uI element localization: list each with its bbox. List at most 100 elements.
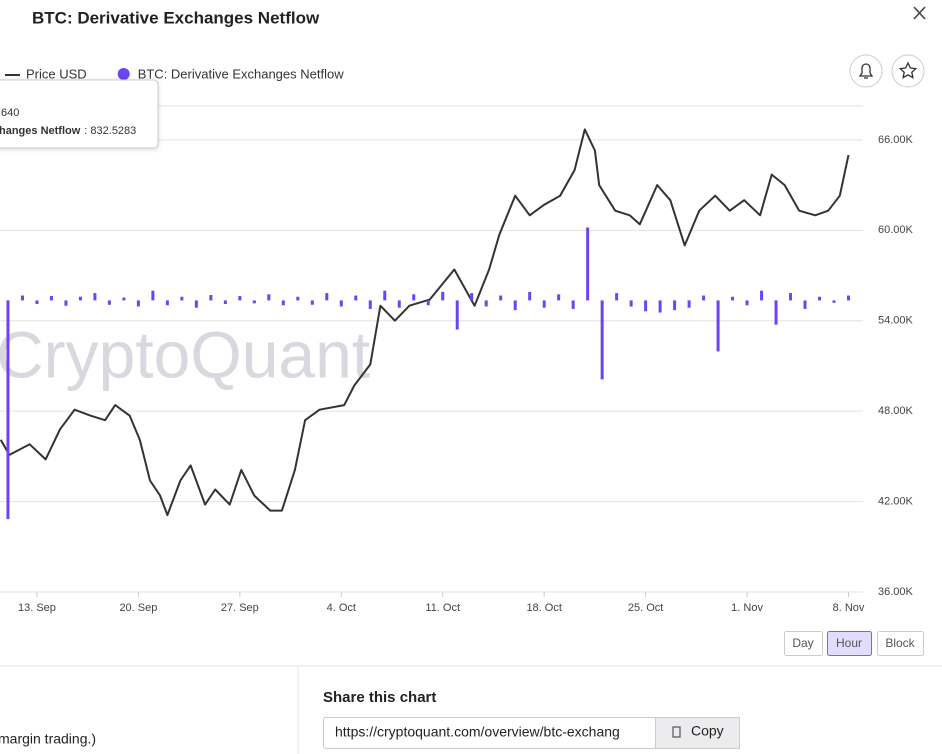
bar — [571, 300, 575, 309]
share-title: Share this chart — [323, 689, 436, 706]
bar — [136, 300, 140, 307]
bar — [470, 293, 474, 301]
bar — [78, 296, 82, 301]
bar — [238, 296, 242, 301]
share-url: https://cryptoquant.com/overview/btc-exc… — [335, 724, 620, 740]
x-tick-label: 11. Oct — [425, 602, 460, 614]
bar — [339, 300, 343, 307]
button-label: Hour — [836, 636, 862, 650]
bar — [426, 300, 430, 306]
bar — [484, 300, 488, 307]
bar — [586, 227, 590, 301]
bar — [412, 294, 416, 301]
resolution-button[interactable]: Block — [877, 631, 924, 656]
bar — [629, 300, 633, 307]
bar — [194, 300, 198, 308]
bar — [267, 294, 271, 301]
chart-title: BTC: Derivative Exchanges Netflow — [32, 8, 320, 27]
bar — [325, 293, 329, 301]
bar — [789, 293, 793, 301]
x-tick-label: 8. Nov — [833, 602, 865, 614]
tooltip-line: 640 — [1, 107, 19, 119]
bar — [252, 300, 256, 304]
description-text: margin trading.) — [0, 731, 96, 747]
bar — [818, 296, 822, 301]
bar — [368, 300, 372, 309]
button-label: Block — [885, 636, 915, 650]
y-tick-label: 42.00K — [878, 495, 914, 507]
bar — [122, 297, 126, 301]
bar — [644, 300, 648, 312]
bar — [49, 296, 53, 301]
y-tick-label: 60.00K — [878, 224, 914, 236]
bar — [745, 300, 749, 306]
bar — [803, 300, 807, 309]
bar — [310, 300, 314, 305]
x-tick-label: 13. Sep — [18, 602, 56, 614]
bar — [499, 295, 503, 301]
bar — [687, 300, 691, 308]
bar — [702, 295, 706, 301]
plot-area: 36.00K 42.00K 48.00K 54.00K 60.00K 66.00K 13. … — [0, 105, 914, 614]
legend-item[interactable]: BTC: Derivative Exchanges Netflow — [117, 66, 345, 81]
legend-dot — [117, 68, 130, 80]
bar — [20, 295, 24, 301]
tooltip-label: hanges Netflow — [0, 125, 81, 137]
y-tick-label: 54.00K — [878, 315, 914, 327]
bar — [658, 300, 662, 313]
bar — [281, 300, 285, 306]
netflow-bars — [6, 227, 851, 520]
bar — [93, 293, 97, 301]
tooltip: 640 hanges Netflow: 832.5283 — [0, 79, 159, 149]
bar — [296, 296, 300, 301]
x-tick-label: 1. Nov — [731, 602, 763, 614]
legend-label: BTC: Derivative Exchanges Netflow — [138, 66, 345, 81]
resolution-button[interactable]: Hour — [827, 631, 872, 656]
bar — [774, 300, 778, 325]
bar — [542, 300, 546, 308]
bar — [180, 296, 184, 301]
bar — [615, 293, 619, 301]
copy-button[interactable]: Copy — [655, 717, 740, 749]
bar — [397, 300, 401, 308]
x-tick-label: 4. Oct — [327, 602, 356, 614]
bar — [64, 300, 68, 306]
bar — [673, 300, 677, 311]
close-button[interactable] — [913, 6, 926, 20]
bar — [354, 295, 358, 301]
bar — [165, 300, 169, 306]
button-box — [827, 631, 872, 656]
button-label: Day — [792, 636, 813, 650]
button-box — [784, 631, 823, 656]
bar — [455, 300, 459, 330]
legend-item[interactable]: Price USD — [5, 66, 87, 81]
tooltip-box — [0, 79, 159, 149]
y-tick-label: 36.00K — [878, 586, 914, 598]
bar — [6, 300, 10, 520]
x-tick-label: 18. Oct — [526, 602, 561, 614]
bar — [209, 295, 213, 301]
bar — [847, 295, 851, 301]
bar — [441, 291, 445, 301]
bar — [513, 300, 517, 311]
button-box — [877, 631, 924, 656]
share-url-input[interactable]: https://cryptoquant.com/overview/btc-exc… — [323, 717, 656, 749]
favorite-button[interactable] — [891, 54, 925, 88]
resolution-button[interactable]: Day — [784, 631, 823, 656]
bar — [557, 294, 561, 301]
bar — [731, 296, 735, 301]
bar — [716, 300, 720, 352]
x-tick-label: 25. Oct — [628, 602, 663, 614]
bar — [760, 290, 764, 301]
bar — [151, 290, 155, 301]
x-tick-label: 20. Sep — [119, 602, 157, 614]
bar — [600, 300, 604, 380]
alert-button[interactable] — [849, 54, 883, 88]
bar — [383, 290, 387, 301]
bar — [107, 300, 111, 305]
copy-label: Copy — [691, 723, 724, 739]
y-tick-label: 66.00K — [878, 134, 914, 146]
tooltip-value: : 832.5283 — [84, 125, 136, 137]
